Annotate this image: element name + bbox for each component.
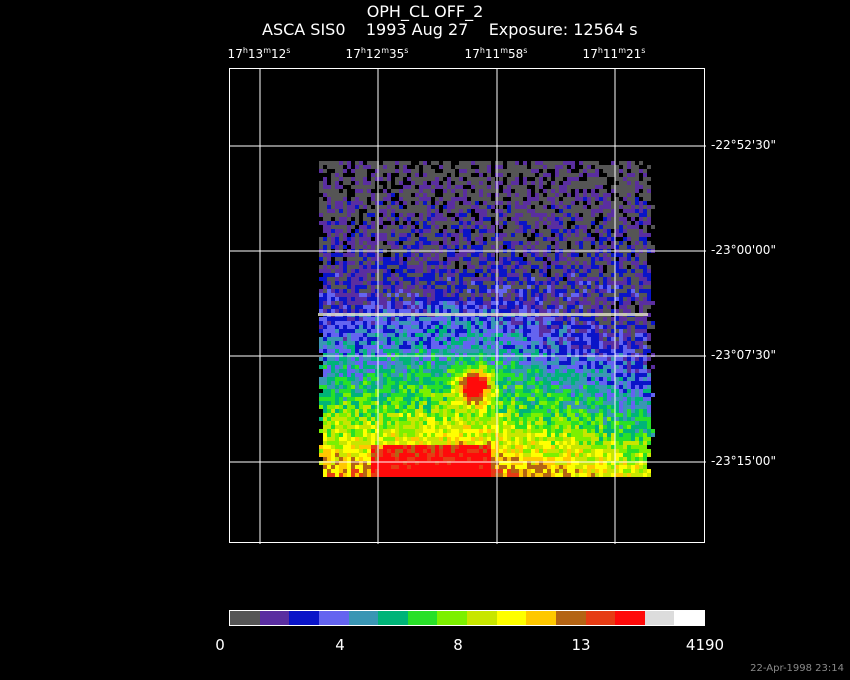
dec-tick-label: -23°15'00" — [711, 454, 776, 468]
xray-image-plot — [229, 68, 706, 544]
colorbar-swatch — [348, 611, 379, 625]
colorbar-swatch — [644, 611, 675, 625]
colorbar-swatch — [526, 611, 556, 625]
colorbar-label: 4190 — [685, 636, 725, 654]
streak-artifact — [318, 313, 648, 316]
colorbar-label: 8 — [453, 636, 463, 654]
ra-tick-label: 17h11m21s — [582, 46, 646, 61]
colorbar-swatch — [318, 611, 349, 625]
colorbar-swatch — [674, 611, 704, 625]
colorbar-swatch — [259, 611, 290, 625]
dec-tick-label: -22°52'30" — [711, 138, 776, 152]
image-title: OPH_CL OFF_2 — [366, 2, 484, 21]
colorbar-swatch — [230, 611, 260, 625]
colorbar-swatch — [378, 611, 408, 625]
colorbar-swatch — [585, 611, 616, 625]
timestamp: 22-Apr-1998 23:14 — [750, 663, 844, 674]
coordinate-grid — [230, 69, 706, 544]
image-subtitle: ASCA SIS0 1993 Aug 27 Exposure: 12564 s — [262, 20, 638, 39]
colorbar-label: 4 — [335, 636, 345, 654]
colorbar-swatch — [407, 611, 438, 625]
colorbar — [229, 610, 705, 626]
colorbar-swatch — [437, 611, 467, 625]
colorbar-swatch — [289, 611, 319, 625]
ra-tick-label: 17h11m58s — [464, 46, 528, 61]
ra-tick-label: 17h13m12s — [227, 46, 291, 61]
dec-tick-label: -23°07'30" — [711, 348, 776, 362]
colorbar-swatch — [615, 611, 645, 625]
dec-tick-label: -23°00'00" — [711, 243, 776, 257]
ra-tick-label: 17h12m35s — [345, 46, 409, 61]
colorbar-label: 13 — [571, 636, 591, 654]
colorbar-swatch — [496, 611, 527, 625]
colorbar-swatch — [467, 611, 497, 625]
point-source — [469, 380, 477, 388]
xray-count-map — [318, 161, 655, 477]
colorbar-swatch — [555, 611, 586, 625]
count-pixels — [318, 161, 655, 477]
colorbar-label: 0 — [215, 636, 225, 654]
